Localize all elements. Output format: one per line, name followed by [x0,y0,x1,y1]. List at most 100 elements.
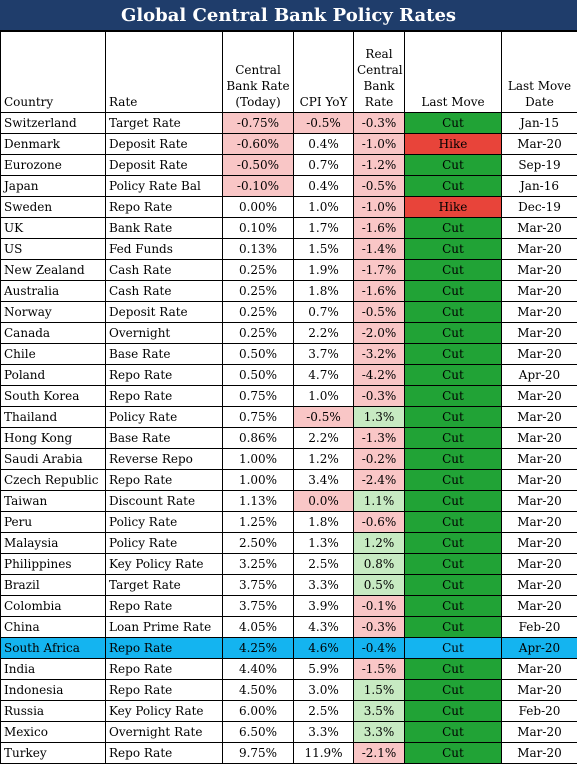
cell-rate: Cash Rate [106,260,223,281]
cell-country: Norway [1,302,106,323]
cell-cpi-yoy: 0.7% [294,302,354,323]
cell-last-move-date: Apr-20 [502,365,577,386]
cell-last-move: Cut [405,533,502,554]
cell-real-rate: -4.2% [354,365,405,386]
cell-cpi-yoy: 3.4% [294,470,354,491]
cell-cpi-yoy: 1.7% [294,218,354,239]
cell-country: Taiwan [1,491,106,512]
cell-rate: Reverse Repo [106,449,223,470]
cell-last-move-date: Feb-20 [502,701,577,722]
cell-country: Russia [1,701,106,722]
cell-last-move-date: Mar-20 [502,659,577,680]
cell-real-rate: -1.0% [354,197,405,218]
cell-last-move-date: Mar-20 [502,575,577,596]
header-row: Country Rate Central Bank Rate (Today) C… [1,32,577,113]
header-rate: Rate [106,32,223,113]
cell-rate: Cash Rate [106,281,223,302]
cell-country: Denmark [1,134,106,155]
cell-cpi-yoy: 2.2% [294,428,354,449]
cell-central-bank-rate: -0.60% [223,134,294,155]
cell-last-move: Cut [405,281,502,302]
cell-cpi-yoy: 1.9% [294,260,354,281]
cell-rate: Repo Rate [106,365,223,386]
cell-central-bank-rate: 0.25% [223,260,294,281]
header-cpi-yoy: CPI YoY [294,32,354,113]
cell-country: China [1,617,106,638]
cell-rate: Policy Rate [106,407,223,428]
cell-country: Turkey [1,743,106,764]
cell-rate: Bank Rate [106,218,223,239]
cell-real-rate: -0.5% [354,302,405,323]
cell-last-move-date: Jan-16 [502,176,577,197]
cell-last-move: Cut [405,743,502,764]
cell-last-move: Hike [405,134,502,155]
cell-country: Brazil [1,575,106,596]
cell-last-move-date: Feb-20 [502,617,577,638]
cell-rate: Repo Rate [106,659,223,680]
cell-cpi-yoy: 2.2% [294,323,354,344]
cell-last-move: Cut [405,575,502,596]
cell-rate: Deposit Rate [106,155,223,176]
cell-last-move-date: Mar-20 [502,596,577,617]
cell-real-rate: -1.5% [354,659,405,680]
cell-cpi-yoy: 0.7% [294,155,354,176]
cell-cpi-yoy: -0.5% [294,113,354,134]
cell-real-rate: -0.2% [354,449,405,470]
cell-real-rate: -0.1% [354,596,405,617]
cell-last-move-date: Mar-20 [502,449,577,470]
cell-real-rate: 1.2% [354,533,405,554]
cell-rate: Repo Rate [106,638,223,659]
cell-real-rate: 1.1% [354,491,405,512]
cell-last-move-date: Sep-19 [502,155,577,176]
cell-central-bank-rate: 3.75% [223,575,294,596]
cell-rate: Repo Rate [106,197,223,218]
cell-last-move-date: Mar-20 [502,743,577,764]
cell-last-move: Cut [405,176,502,197]
cell-last-move: Cut [405,659,502,680]
cell-last-move: Hike [405,197,502,218]
cell-last-move: Cut [405,512,502,533]
cell-cpi-yoy: 3.0% [294,680,354,701]
cell-real-rate: -1.2% [354,155,405,176]
cell-real-rate: -2.4% [354,470,405,491]
cell-rate: Deposit Rate [106,134,223,155]
cell-cpi-yoy: 4.6% [294,638,354,659]
cell-last-move-date: Dec-19 [502,197,577,218]
cell-real-rate: -1.3% [354,428,405,449]
cell-rate: Repo Rate [106,680,223,701]
cell-real-rate: 3.5% [354,701,405,722]
cell-rate: Discount Rate [106,491,223,512]
cell-last-move-date: Mar-20 [502,281,577,302]
cell-real-rate: -0.5% [354,176,405,197]
cell-last-move: Cut [405,407,502,428]
cell-last-move-date: Mar-20 [502,344,577,365]
table-title: Global Central Bank Policy Rates [0,0,577,31]
cell-last-move-date: Mar-20 [502,239,577,260]
cell-last-move-date: Jan-15 [502,113,577,134]
cell-central-bank-rate: -0.50% [223,155,294,176]
cell-cpi-yoy: 2.5% [294,554,354,575]
cell-central-bank-rate: 0.00% [223,197,294,218]
cell-central-bank-rate: 1.00% [223,470,294,491]
cell-central-bank-rate: 0.10% [223,218,294,239]
cell-last-move-date: Mar-20 [502,512,577,533]
policy-rates-table: Country Rate Central Bank Rate (Today) C… [0,31,577,764]
cell-cpi-yoy: 3.7% [294,344,354,365]
cell-last-move-date: Mar-20 [502,428,577,449]
cell-rate: Key Policy Rate [106,554,223,575]
cell-last-move-date: Mar-20 [502,680,577,701]
cell-country: Japan [1,176,106,197]
